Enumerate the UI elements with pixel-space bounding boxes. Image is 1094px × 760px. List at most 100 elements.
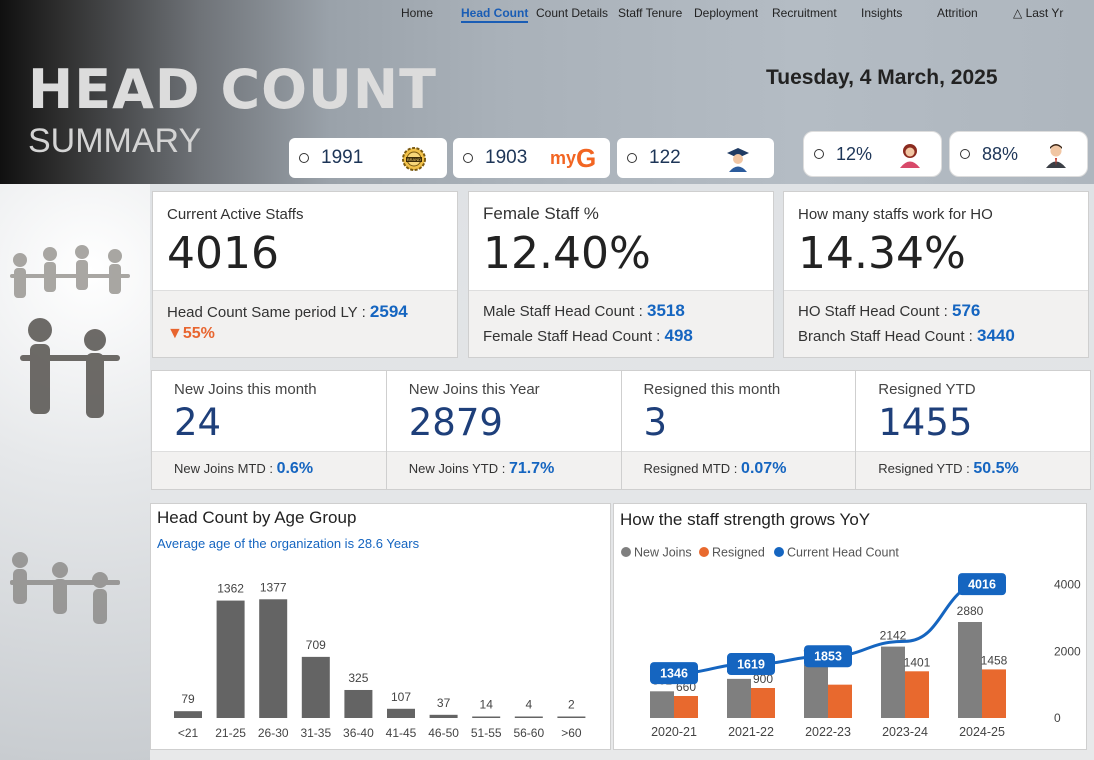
age-bar-56-60 [514, 716, 543, 718]
kpi-ho-staff-pct: How many staffs work for HO 14.34% HO St… [783, 191, 1089, 358]
radio-button[interactable] [960, 149, 970, 159]
resigned-bar [982, 669, 1006, 718]
legend-label: Resigned [712, 546, 765, 560]
y-axis-tick: 4000 [1054, 578, 1081, 592]
age-bar-label: 1362 [217, 582, 244, 596]
slicer-value: 122 [649, 147, 681, 168]
age-bar-label: 79 [181, 692, 195, 706]
male-staff-icon [1045, 142, 1067, 172]
resigned-bar [674, 696, 698, 718]
kpi-value: 1455 [878, 401, 973, 444]
y-axis-tick: 0 [1054, 711, 1061, 725]
kpi-footer-label: Branch Staff Head Count : [798, 328, 977, 345]
y-axis-tick: 2000 [1054, 644, 1081, 658]
kpi-footer-line: Male Staff Head Count : 3518 [483, 301, 685, 321]
yoy-chart-panel: How the staff strength grows YoY New Joi… [613, 503, 1087, 750]
legend-label: New Joins [634, 546, 692, 560]
age-tick-label: 31-35 [300, 726, 331, 740]
nav-count-details[interactable]: Count Details [536, 6, 609, 20]
slicer-male[interactable]: 88% [949, 131, 1088, 177]
slicer-myg[interactable]: 1903 my G [453, 138, 610, 178]
legend-marker [699, 547, 709, 557]
graduate-icon [726, 146, 750, 176]
kpi-footer: Resigned YTD : 50.5% [856, 451, 1090, 489]
kpi-new-joins-this-month: New Joins this month 24 New Joins MTD : … [151, 370, 387, 490]
age-tick-label: <21 [178, 726, 199, 740]
slicer-graduates[interactable]: 122 [617, 138, 774, 178]
age-bar-label: 4 [525, 698, 532, 712]
svg-text:my: my [550, 148, 576, 168]
brand-badge-icon: BRAND [401, 146, 427, 176]
nav-attrition[interactable]: Attrition [937, 6, 978, 20]
kpi-title: New Joins this month [174, 381, 317, 398]
kpi-footer-value: 3440 [977, 326, 1015, 345]
head-count-label: 4016 [968, 578, 996, 592]
resigned-bar [828, 684, 852, 718]
kpi-title: Female Staff % [483, 204, 599, 223]
top-nav: Home Head Count Count Details Staff Tenu… [0, 6, 1094, 26]
new-joins-bar [804, 664, 828, 718]
kpi-footer-label: HO Staff Head Count : [798, 303, 952, 320]
nav-deployment[interactable]: Deployment [694, 6, 759, 20]
kpi-footer-label: Resigned MTD : [643, 461, 742, 476]
radio-button[interactable] [463, 153, 473, 163]
kpi-footer-line: Resigned YTD : 50.5% [878, 460, 1019, 478]
nav-staff-tenure[interactable]: Staff Tenure [618, 6, 683, 20]
slicer-brand[interactable]: 1991 BRAND [289, 138, 447, 178]
age-bar-21-25 [216, 600, 245, 718]
kpi-footer-value: 0.07% [741, 460, 787, 477]
nav-insights[interactable]: Insights [861, 6, 903, 20]
resigned-label: 1458 [981, 653, 1008, 667]
nav-last-year-toggle[interactable]: △ Last Yr [1013, 6, 1064, 20]
slicer-value: 1991 [321, 147, 364, 168]
radio-button[interactable] [627, 153, 637, 163]
resigned-bar [905, 671, 929, 718]
paper-chain-people-image [10, 245, 130, 418]
head-count-label: 1619 [737, 658, 765, 672]
slicer-female[interactable]: 12% [803, 131, 942, 177]
kpi-footer-value: 0.6% [276, 460, 314, 477]
radio-button[interactable] [299, 153, 309, 163]
kpi-title: Current Active Staffs [167, 206, 304, 223]
age-bar-46-50 [429, 714, 458, 718]
age-bar-<21 [174, 711, 202, 718]
yoy-combo-chart: New Joins Resigned Current Head Count 0 2000… [621, 546, 1081, 739]
kpi-footer-value: 2594 [369, 302, 408, 321]
female-staff-icon [899, 142, 921, 172]
chart-title: Head Count by Age Group [157, 508, 357, 527]
age-bar-label: 14 [480, 698, 494, 712]
head-count-label-box [727, 653, 775, 676]
kpi-footer-line: Female Staff Head Count : 498 [483, 326, 693, 346]
kpi-footer: Male Staff Head Count : 3518 Female Staf… [469, 290, 773, 357]
kpi-joins-resigns-row: New Joins this month 24 New Joins MTD : … [151, 370, 1091, 490]
nav-home[interactable]: Home [401, 6, 434, 20]
year-tick-label: 2022-23 [805, 725, 851, 739]
radio-button[interactable] [814, 149, 824, 159]
page-title: HEAD COUNT [28, 58, 437, 121]
paper-chain-ring-image [10, 552, 120, 624]
kpi-value: 14.34% [798, 228, 966, 279]
kpi-resigned-this-month: Resigned this month 3 Resigned MTD : 0.0… [620, 370, 857, 490]
age-bar-41-45 [387, 708, 415, 718]
nav-recruitment[interactable]: Recruitment [772, 6, 837, 20]
new-joins-bar [727, 678, 751, 718]
head-count-label-box [958, 573, 1006, 596]
nav-head-count[interactable]: Head Count [461, 6, 529, 23]
head-count-label: 1853 [814, 650, 842, 664]
kpi-footer-line: Head Count Same period LY : 2594 [167, 302, 408, 322]
resigned-bar [751, 688, 775, 718]
slicer-value: 88% [982, 143, 1019, 164]
legend-label: Current Head Count [787, 546, 899, 560]
kpi-footer: HO Staff Head Count : 576 Branch Staff H… [784, 290, 1088, 357]
kpi-resigned-ytd: Resigned YTD 1455 Resigned YTD : 50.5% [855, 370, 1091, 490]
new-joins-bar [958, 622, 982, 718]
myg-logo-icon: my G [550, 143, 602, 176]
age-tick-label: 51-55 [471, 726, 502, 740]
kpi-footer-value: 3518 [646, 301, 685, 320]
new-joins-label: 2142 [880, 629, 907, 643]
kpi-footer: New Joins YTD : 71.7% [386, 451, 621, 489]
age-tick-label: 41-45 [386, 726, 417, 740]
kpi-value: 12.40% [483, 228, 651, 279]
new-joins-bar [881, 646, 905, 718]
head-count-label-box [804, 645, 852, 668]
